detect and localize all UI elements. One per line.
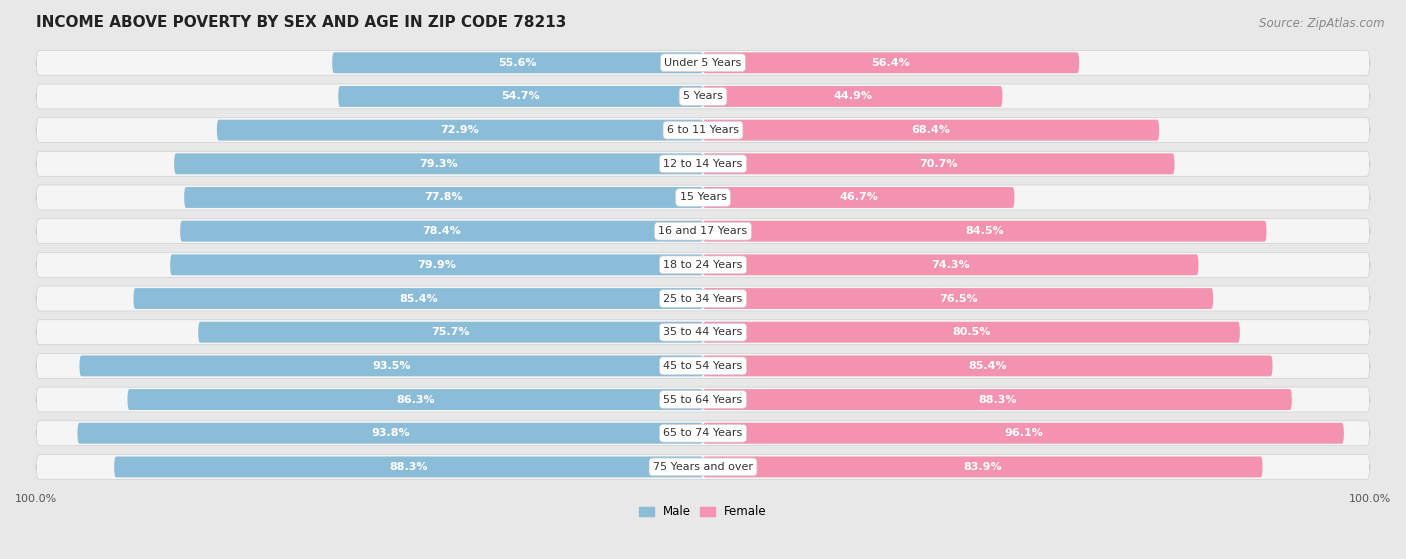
FancyBboxPatch shape [37,320,1369,345]
Text: 12 to 14 Years: 12 to 14 Years [664,159,742,169]
FancyBboxPatch shape [37,151,1369,176]
Text: 25 to 34 Years: 25 to 34 Years [664,293,742,304]
Text: 56.4%: 56.4% [872,58,911,68]
FancyBboxPatch shape [37,252,1369,277]
Text: 72.9%: 72.9% [440,125,479,135]
Legend: Male, Female: Male, Female [634,501,772,523]
Text: 5 Years: 5 Years [683,92,723,101]
Text: Under 5 Years: Under 5 Years [665,58,741,68]
FancyBboxPatch shape [703,221,1267,241]
Text: 96.1%: 96.1% [1004,428,1043,438]
Text: 78.4%: 78.4% [422,226,461,236]
Text: 79.3%: 79.3% [419,159,458,169]
Text: 76.5%: 76.5% [939,293,977,304]
FancyBboxPatch shape [198,322,703,343]
FancyBboxPatch shape [37,286,1369,311]
Text: 15 Years: 15 Years [679,192,727,202]
Text: 85.4%: 85.4% [969,361,1007,371]
Text: 88.3%: 88.3% [979,395,1017,405]
FancyBboxPatch shape [170,254,703,275]
Text: 46.7%: 46.7% [839,192,879,202]
Text: 65 to 74 Years: 65 to 74 Years [664,428,742,438]
FancyBboxPatch shape [37,118,1369,143]
FancyBboxPatch shape [37,353,1369,378]
Text: 55.6%: 55.6% [498,58,537,68]
FancyBboxPatch shape [703,389,1292,410]
FancyBboxPatch shape [703,423,1344,444]
FancyBboxPatch shape [703,254,1198,275]
FancyBboxPatch shape [703,288,1213,309]
FancyBboxPatch shape [80,356,703,376]
FancyBboxPatch shape [128,389,703,410]
Text: 35 to 44 Years: 35 to 44 Years [664,327,742,337]
FancyBboxPatch shape [332,53,703,73]
FancyBboxPatch shape [703,457,1263,477]
Text: 84.5%: 84.5% [966,226,1004,236]
FancyBboxPatch shape [217,120,703,140]
Text: 79.9%: 79.9% [418,260,456,270]
Text: 83.9%: 83.9% [963,462,1002,472]
Text: 6 to 11 Years: 6 to 11 Years [666,125,740,135]
FancyBboxPatch shape [37,387,1369,412]
FancyBboxPatch shape [37,185,1369,210]
Text: 68.4%: 68.4% [911,125,950,135]
FancyBboxPatch shape [703,356,1272,376]
Text: 45 to 54 Years: 45 to 54 Years [664,361,742,371]
FancyBboxPatch shape [180,221,703,241]
FancyBboxPatch shape [703,153,1174,174]
FancyBboxPatch shape [134,288,703,309]
FancyBboxPatch shape [703,322,1240,343]
Text: 93.5%: 93.5% [373,361,411,371]
Text: 74.3%: 74.3% [931,260,970,270]
FancyBboxPatch shape [703,187,1015,208]
Text: 18 to 24 Years: 18 to 24 Years [664,260,742,270]
Text: Source: ZipAtlas.com: Source: ZipAtlas.com [1260,17,1385,30]
FancyBboxPatch shape [77,423,703,444]
Text: 75.7%: 75.7% [432,327,470,337]
FancyBboxPatch shape [114,457,703,477]
Text: 75 Years and over: 75 Years and over [652,462,754,472]
FancyBboxPatch shape [703,86,1002,107]
FancyBboxPatch shape [339,86,703,107]
Text: 77.8%: 77.8% [425,192,463,202]
FancyBboxPatch shape [37,454,1369,480]
Text: 93.8%: 93.8% [371,428,409,438]
Text: INCOME ABOVE POVERTY BY SEX AND AGE IN ZIP CODE 78213: INCOME ABOVE POVERTY BY SEX AND AGE IN Z… [37,15,567,30]
Text: 54.7%: 54.7% [502,92,540,101]
Text: 86.3%: 86.3% [396,395,434,405]
FancyBboxPatch shape [174,153,703,174]
Text: 44.9%: 44.9% [834,92,872,101]
Text: 80.5%: 80.5% [952,327,991,337]
FancyBboxPatch shape [37,219,1369,244]
FancyBboxPatch shape [37,421,1369,446]
Text: 70.7%: 70.7% [920,159,957,169]
Text: 88.3%: 88.3% [389,462,427,472]
FancyBboxPatch shape [703,120,1159,140]
Text: 16 and 17 Years: 16 and 17 Years [658,226,748,236]
FancyBboxPatch shape [703,53,1080,73]
FancyBboxPatch shape [37,84,1369,109]
FancyBboxPatch shape [37,50,1369,75]
Text: 85.4%: 85.4% [399,293,437,304]
Text: 55 to 64 Years: 55 to 64 Years [664,395,742,405]
FancyBboxPatch shape [184,187,703,208]
